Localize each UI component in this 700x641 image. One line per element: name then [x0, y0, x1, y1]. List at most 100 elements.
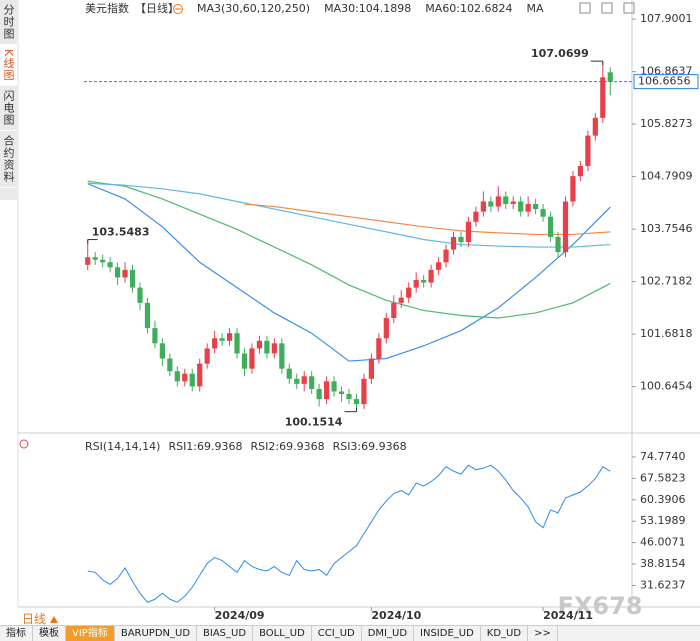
candle-body [450, 236, 457, 250]
candle-body [592, 117, 598, 136]
y-tick-label: 31.6237 [640, 578, 686, 591]
indicator-tab[interactable]: DMI_UD [362, 626, 415, 641]
period-selector[interactable]: 日线 [22, 610, 58, 627]
candle-body [338, 391, 345, 395]
candle-body [137, 287, 143, 303]
legend-entry: RSI3:69.9368 [333, 440, 407, 453]
rsi-settings-icon[interactable] [19, 439, 29, 449]
candle-body [107, 262, 113, 268]
candle-body [167, 358, 173, 372]
ma-line [87, 182, 611, 248]
candle-body [525, 204, 531, 212]
candle-body [152, 328, 158, 344]
sidebar: 分时图 K线图 闪电图 合约资料 [0, 0, 17, 200]
indicator-tab[interactable]: >> [528, 626, 558, 641]
candle-body [212, 338, 218, 349]
candle-body [503, 196, 509, 205]
candle-body [129, 269, 136, 288]
candle-body [607, 72, 613, 82]
annotation: 107.0699 [531, 47, 589, 60]
candle-body [234, 333, 240, 354]
y-tick-label: 101.6818 [640, 327, 693, 340]
candle-body [518, 201, 524, 212]
indicator-label: MA3(30,60,120,250) [197, 2, 310, 15]
y-tick-label: 46.0071 [640, 536, 686, 549]
candle-body [383, 318, 389, 339]
x-tick-label: 2024/09 [215, 609, 265, 622]
ma-line [87, 183, 611, 362]
last-price-box [633, 74, 699, 90]
candle-body [226, 333, 233, 341]
candle-body [465, 221, 472, 243]
indicator-tab[interactable]: BIAS_UD [197, 626, 254, 641]
candle-body [324, 381, 330, 400]
candle-body [361, 378, 367, 405]
period-arrow [49, 616, 58, 623]
candle-body [443, 249, 449, 263]
candle-body [600, 77, 606, 118]
candle-body [585, 135, 591, 167]
candle-body [547, 216, 554, 237]
candle-body [197, 363, 203, 387]
toolbar-icons[interactable] [579, 2, 635, 14]
side-tab[interactable]: K线图 [0, 45, 17, 87]
indicator-tab[interactable]: 模板 [33, 626, 66, 641]
candle-body [309, 376, 315, 389]
candle-body [271, 343, 277, 354]
side-tab[interactable]: 合约资料 [0, 131, 17, 189]
candle-body [331, 381, 337, 392]
legend-entry: MA60:102.6824 [425, 2, 512, 15]
candle-body [264, 340, 270, 354]
indicator-tab[interactable]: 指标 [0, 626, 33, 641]
legend-entry: MA [527, 2, 544, 15]
indicator-tabs: 指标 模板 VIP指标 BARUPDN_UD BIAS_UD BOLL_UD CCI_UD D… [0, 625, 700, 641]
candle-body [219, 338, 225, 341]
annotation: 103.5483 [92, 226, 150, 239]
indicator-tab[interactable]: CCI_UD [312, 626, 362, 641]
indicator-tab[interactable]: VIP指标 [66, 626, 115, 641]
rsi-line [87, 464, 611, 603]
y-tick-label: 102.7182 [640, 275, 693, 288]
y-tick-label: 105.8273 [640, 117, 693, 130]
side-tab[interactable]: 分时图 [0, 0, 17, 45]
chart-title: 美元指数 [85, 1, 129, 15]
y-tick-label: 60.3906 [640, 493, 686, 506]
indicator-tab[interactable]: BOLL_UD [253, 626, 312, 641]
y-tick-label: 53.1989 [640, 514, 686, 527]
candle-body [413, 280, 419, 288]
candle-body [577, 166, 584, 177]
candle-body [114, 267, 121, 278]
indicator-title: RSI(14,14,14) [85, 440, 160, 453]
candle-body [421, 280, 427, 283]
indicator-tab[interactable]: INSIDE_UD [414, 626, 481, 641]
ma-line [87, 180, 611, 319]
candle-body [376, 338, 382, 359]
candle-body [122, 269, 128, 278]
candle-body [398, 297, 404, 303]
legend-entry: MA30:104.1898 [324, 2, 411, 15]
indicator-tab[interactable]: KD_UD [481, 626, 529, 641]
candle-body [100, 259, 106, 263]
y-tick-label: 100.6454 [640, 380, 693, 393]
y-tick-label: 67.5823 [640, 471, 686, 484]
candle-body [241, 353, 248, 369]
side-tab[interactable]: 闪电图 [0, 86, 17, 132]
ma-line [244, 203, 611, 236]
annotation: 100.1514 [285, 416, 343, 429]
candle-body [316, 388, 322, 400]
candle-body [346, 394, 352, 400]
indicator-tab[interactable]: BARUPDN_UD [115, 626, 198, 641]
y-tick-label: 74.7740 [640, 450, 686, 463]
candle-body [174, 371, 180, 382]
candle-body [495, 196, 501, 207]
ma-icon[interactable] [173, 4, 183, 14]
candle-body [189, 373, 195, 387]
candle-body [540, 209, 546, 217]
candle-body [294, 378, 300, 384]
candle-body [510, 201, 516, 205]
last-price-label: 106.6656 [638, 75, 691, 88]
candle-body [480, 201, 486, 212]
candle-body [144, 302, 151, 329]
candle-body [533, 204, 539, 210]
